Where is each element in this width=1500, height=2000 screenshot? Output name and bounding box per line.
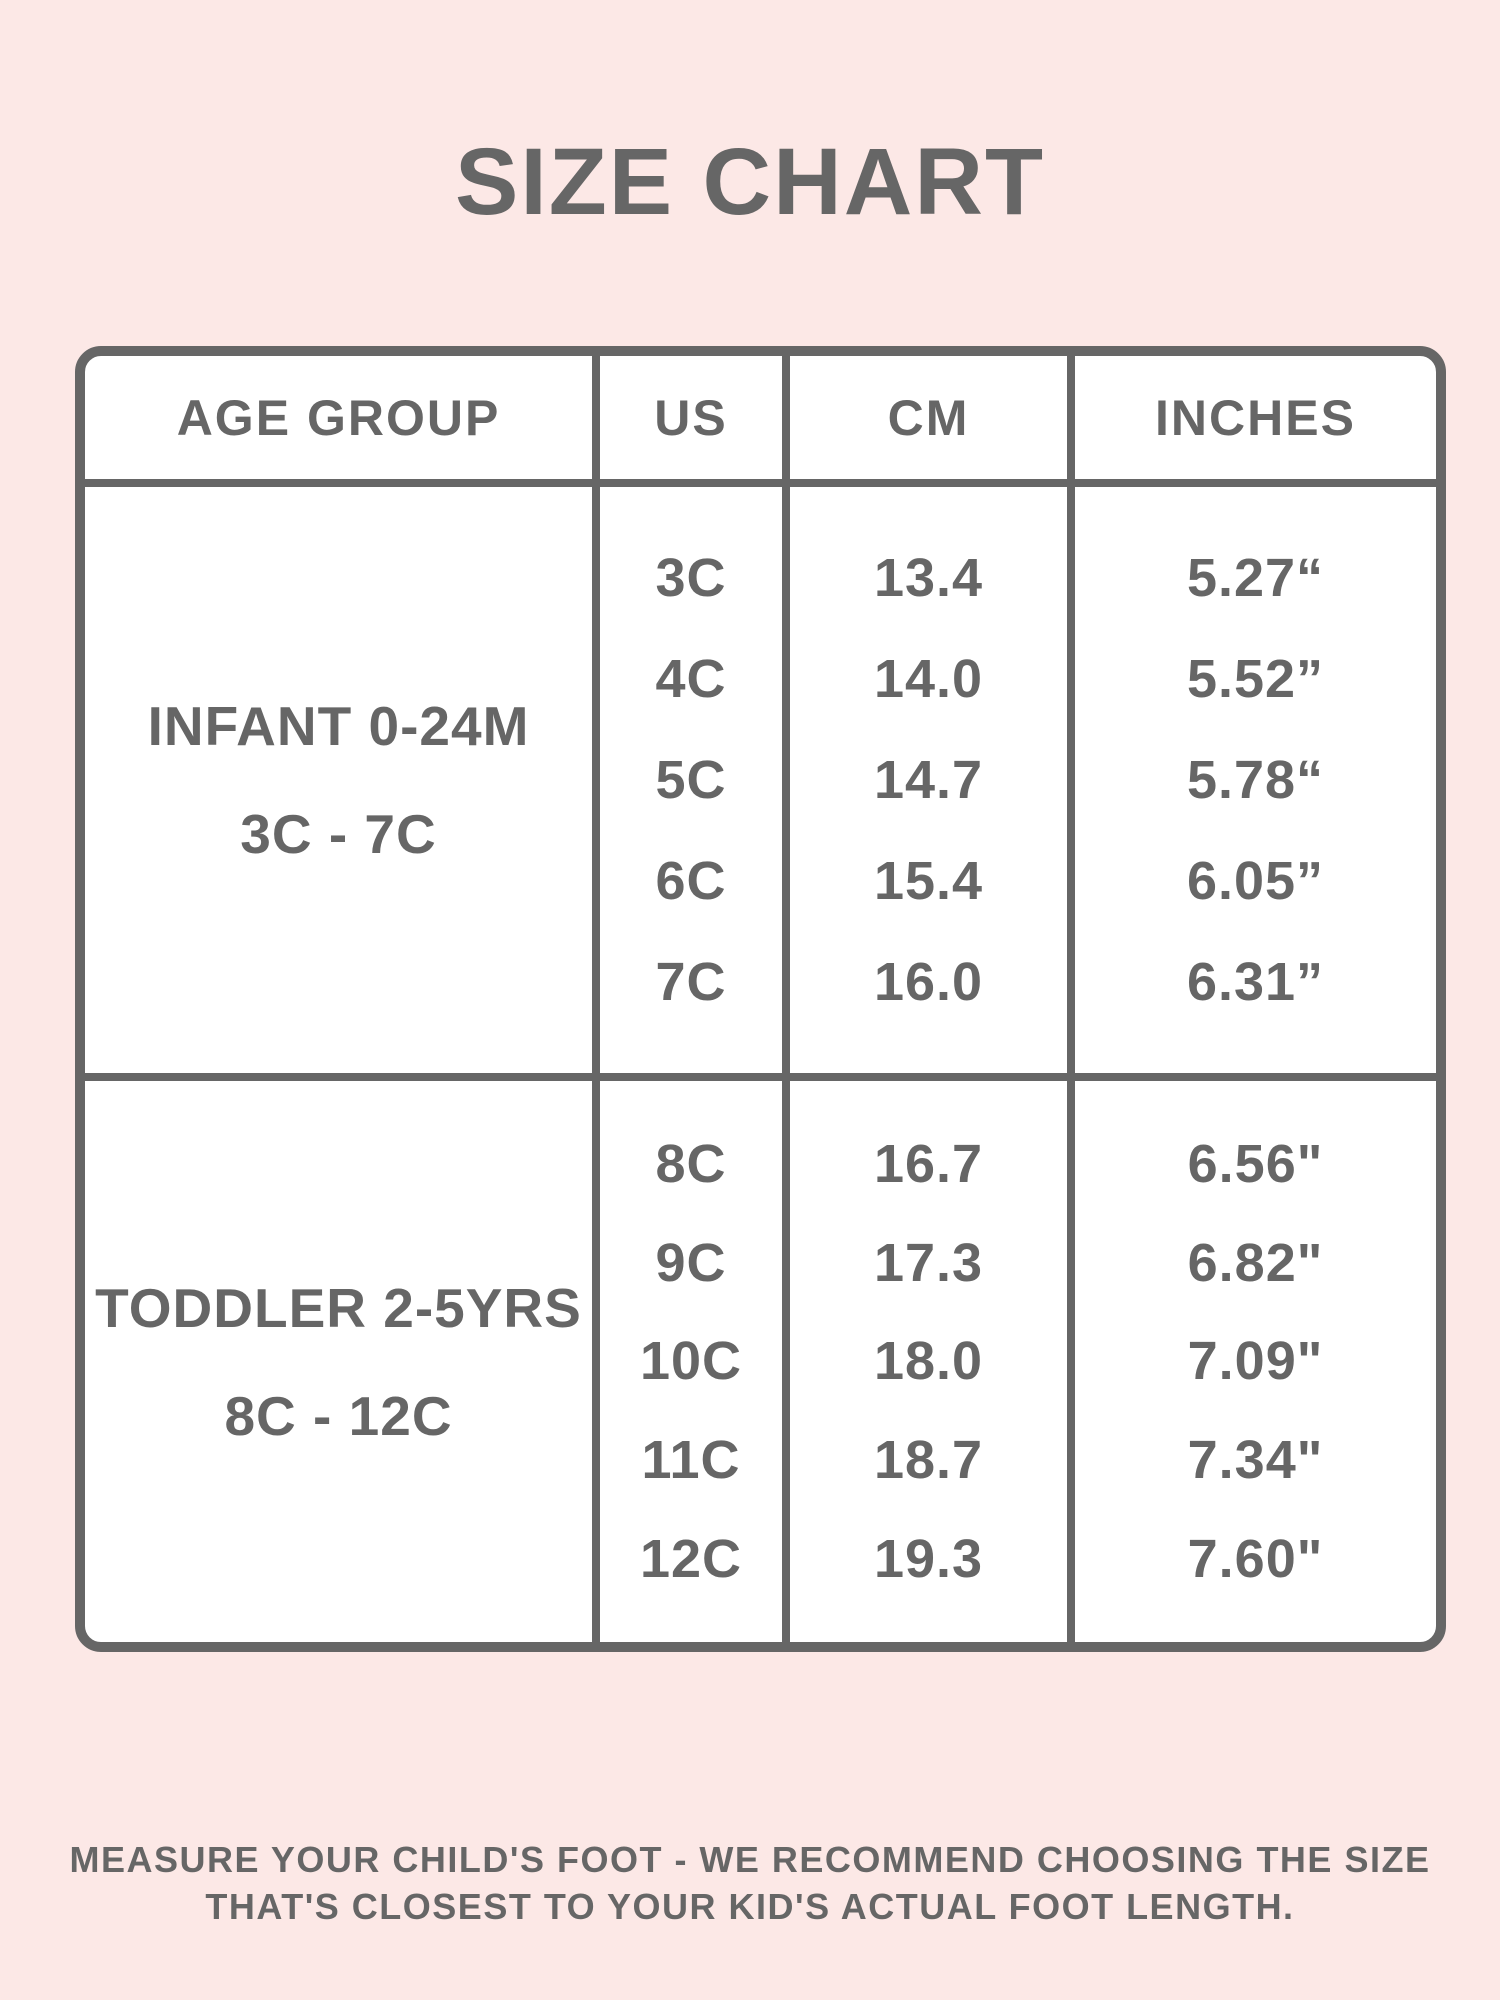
- cm-value: 15.4: [873, 851, 984, 912]
- inches-value: 5.27“: [1186, 547, 1325, 608]
- inches-value: 6.05”: [1186, 851, 1325, 912]
- us-value: 8C: [655, 1134, 727, 1195]
- infant-size-range-label: 3C - 7C: [240, 803, 437, 865]
- cm-value: 16.7: [873, 1134, 984, 1195]
- footer-note-line2: THAT'S CLOSEST TO YOUR KID'S ACTUAL FOOT…: [205, 1886, 1295, 1927]
- infant-inches-column: 5.27“ 5.52” 5.78“ 6.05” 6.31”: [1075, 487, 1436, 1081]
- us-value: 5C: [655, 749, 727, 810]
- us-value: 11C: [641, 1430, 741, 1491]
- infant-age-group-cell: INFANT 0-24M 3C - 7C: [85, 487, 600, 1081]
- us-value: 3C: [655, 547, 727, 608]
- toddler-cm-column: 16.7 17.3 18.0 18.7 19.3: [790, 1081, 1075, 1642]
- toddler-us-column: 8C 9C 10C 11C 12C: [600, 1081, 790, 1642]
- us-value: 10C: [639, 1331, 743, 1392]
- inches-value: 5.52”: [1186, 648, 1325, 709]
- toddler-size-range-label: 8C - 12C: [224, 1384, 453, 1447]
- footer-note: MEASURE YOUR CHILD'S FOOT - WE RECOMMEND…: [0, 1836, 1500, 1930]
- inches-value: 6.82": [1187, 1232, 1324, 1293]
- page-title: SIZE CHART: [455, 129, 1045, 235]
- infant-us-column: 3C 4C 5C 6C 7C: [600, 487, 790, 1081]
- us-value: 9C: [655, 1232, 727, 1293]
- cm-value: 17.3: [873, 1232, 984, 1293]
- header-cell-age-group: AGE GROUP: [85, 356, 600, 487]
- cm-value: 19.3: [873, 1528, 984, 1589]
- inches-value: 7.09": [1187, 1331, 1324, 1392]
- cm-value: 18.0: [873, 1331, 984, 1392]
- header-cell-cm: CM: [790, 356, 1075, 487]
- us-value: 12C: [639, 1528, 743, 1589]
- inches-value: 6.31”: [1186, 952, 1325, 1013]
- header-cell-inches: INCHES: [1075, 356, 1436, 487]
- size-table: AGE GROUP US CM INCHES INFANT 0-24M 3C -…: [75, 346, 1446, 1652]
- cm-value: 16.0: [873, 952, 984, 1013]
- inches-value: 5.78“: [1186, 749, 1325, 810]
- cm-value: 18.7: [873, 1430, 984, 1491]
- header-cell-us: US: [600, 356, 790, 487]
- us-value: 4C: [655, 648, 727, 709]
- toddler-age-group-cell: TODDLER 2-5YRS 8C - 12C: [85, 1081, 600, 1642]
- us-value: 6C: [655, 851, 727, 912]
- infant-cm-column: 13.4 14.0 14.7 15.4 16.0: [790, 487, 1075, 1081]
- cm-value: 14.7: [873, 749, 984, 810]
- toddler-inches-column: 6.56" 6.82" 7.09" 7.34" 7.60": [1075, 1081, 1436, 1642]
- footer-note-line1: MEASURE YOUR CHILD'S FOOT - WE RECOMMEND…: [69, 1839, 1431, 1880]
- cm-value: 13.4: [873, 547, 984, 608]
- inches-value: 7.34": [1187, 1430, 1324, 1491]
- us-value: 7C: [655, 952, 727, 1013]
- inches-value: 6.56": [1187, 1134, 1324, 1195]
- cm-value: 14.0: [873, 648, 984, 709]
- toddler-age-group-label: TODDLER 2-5YRS: [95, 1276, 582, 1339]
- infant-age-group-label: INFANT 0-24M: [147, 695, 530, 757]
- inches-value: 7.60": [1187, 1528, 1324, 1589]
